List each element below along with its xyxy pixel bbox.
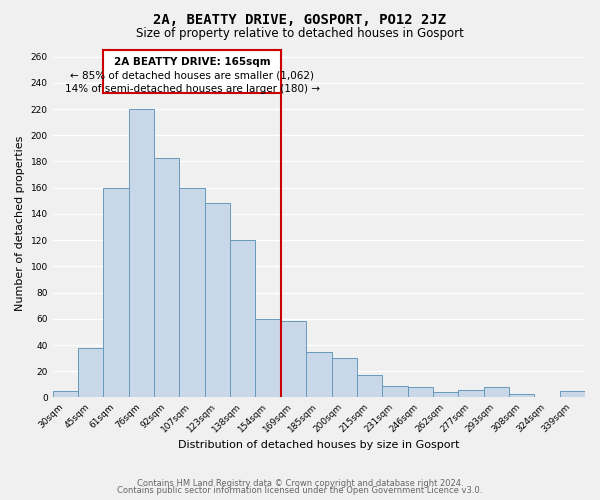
Bar	[509, 394, 535, 398]
Bar	[484, 387, 509, 398]
Bar	[205, 204, 230, 398]
Y-axis label: Number of detached properties: Number of detached properties	[15, 136, 25, 312]
Bar	[560, 391, 585, 398]
Bar	[382, 386, 407, 398]
Bar	[103, 188, 129, 398]
Text: ← 85% of detached houses are smaller (1,062): ← 85% of detached houses are smaller (1,…	[70, 71, 314, 81]
Bar	[458, 390, 484, 398]
Text: 14% of semi-detached houses are larger (180) →: 14% of semi-detached houses are larger (…	[65, 84, 320, 94]
Text: Size of property relative to detached houses in Gosport: Size of property relative to detached ho…	[136, 28, 464, 40]
Bar	[332, 358, 357, 398]
Text: 2A BEATTY DRIVE: 165sqm: 2A BEATTY DRIVE: 165sqm	[114, 56, 271, 66]
Bar	[281, 322, 306, 398]
Bar	[53, 391, 78, 398]
Bar	[357, 375, 382, 398]
Bar	[306, 352, 332, 398]
Text: Contains public sector information licensed under the Open Government Licence v3: Contains public sector information licen…	[118, 486, 482, 495]
Bar	[154, 158, 179, 398]
FancyBboxPatch shape	[103, 50, 281, 94]
Bar	[407, 387, 433, 398]
Text: 2A, BEATTY DRIVE, GOSPORT, PO12 2JZ: 2A, BEATTY DRIVE, GOSPORT, PO12 2JZ	[154, 12, 446, 26]
Text: Contains HM Land Registry data © Crown copyright and database right 2024.: Contains HM Land Registry data © Crown c…	[137, 478, 463, 488]
Bar	[230, 240, 256, 398]
Bar	[256, 319, 281, 398]
X-axis label: Distribution of detached houses by size in Gosport: Distribution of detached houses by size …	[178, 440, 460, 450]
Bar	[433, 392, 458, 398]
Bar	[129, 109, 154, 398]
Bar	[78, 348, 103, 398]
Bar	[179, 188, 205, 398]
